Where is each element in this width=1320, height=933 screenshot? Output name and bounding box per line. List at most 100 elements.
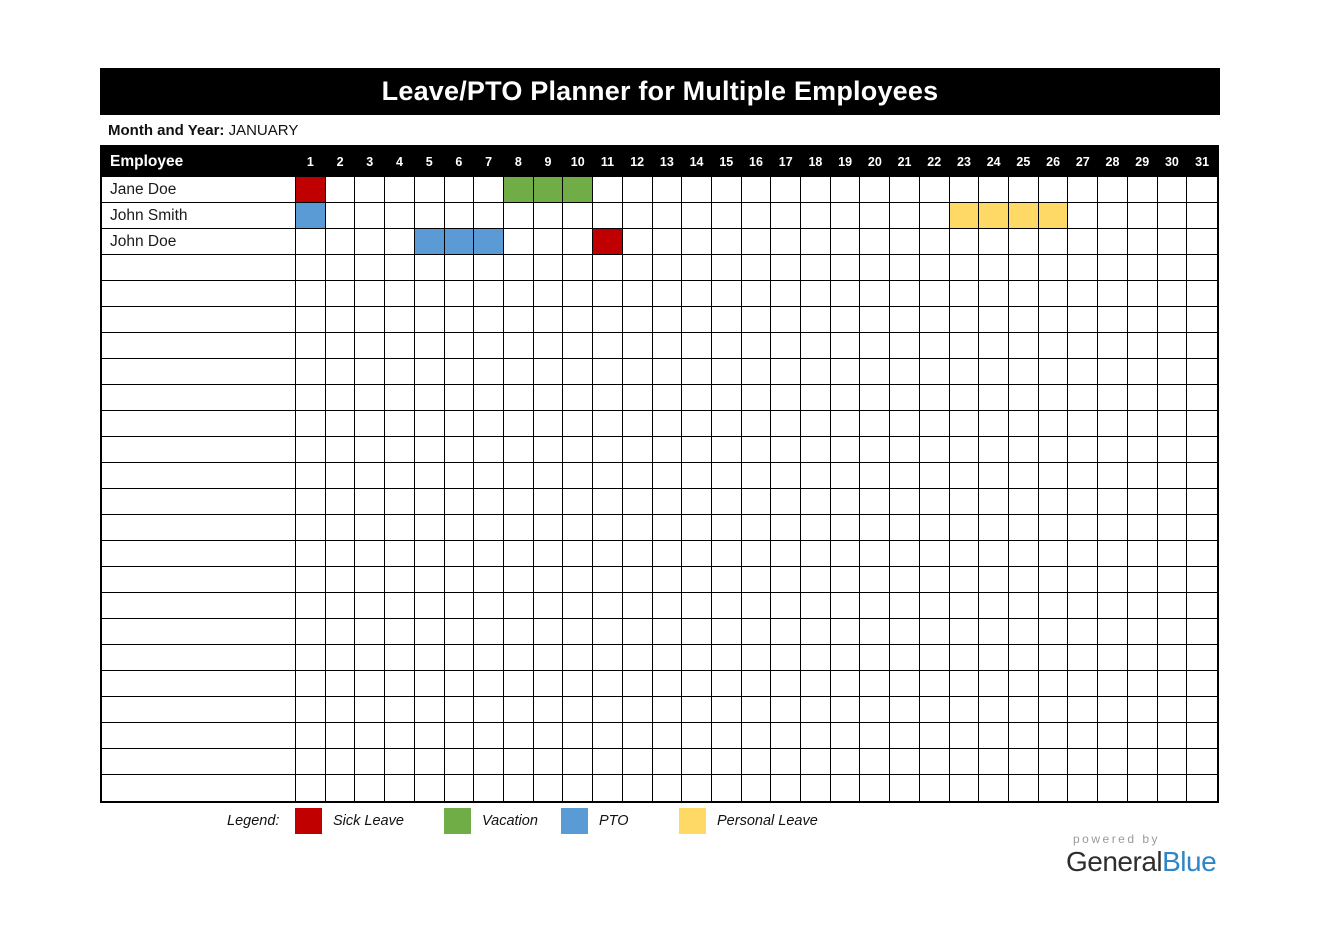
day-cell (919, 619, 950, 645)
table-row (102, 645, 1217, 671)
day-cell (325, 359, 356, 385)
day-cell (1038, 697, 1069, 723)
day-cell (1187, 177, 1217, 203)
day-cell (979, 671, 1010, 697)
day-cell (1009, 515, 1039, 541)
day-cell (652, 489, 683, 515)
day-cell (711, 645, 742, 671)
day-cell (1187, 645, 1217, 671)
day-cell (801, 593, 831, 619)
day-cell (860, 333, 891, 359)
day-cell (503, 229, 534, 255)
day-cell (622, 645, 653, 671)
day-cell (1127, 515, 1158, 541)
day-cell (801, 229, 831, 255)
day-cell (414, 463, 445, 489)
day-cell (503, 645, 534, 671)
day-cell (1187, 671, 1217, 697)
day-cell (771, 489, 802, 515)
day-cell (474, 281, 504, 307)
day-cell (741, 411, 772, 437)
day-cell (1098, 411, 1128, 437)
day-cell (622, 359, 653, 385)
day-cell (1098, 619, 1128, 645)
day-cell (830, 697, 861, 723)
day-cell (1038, 229, 1069, 255)
day-cell (1157, 463, 1188, 489)
day-cell (801, 385, 831, 411)
day-cell (325, 281, 356, 307)
day-cell (444, 619, 475, 645)
day-cell (533, 281, 564, 307)
day-cell (682, 749, 712, 775)
day-cell (682, 359, 712, 385)
day-cell (890, 229, 920, 255)
day-cell (1127, 437, 1158, 463)
day-cell (771, 437, 802, 463)
day-cell (1187, 307, 1217, 333)
day-cell (741, 645, 772, 671)
day-cell (504, 775, 534, 801)
day-cell (1127, 463, 1158, 489)
leave-day-cell (503, 177, 534, 203)
day-cell (355, 697, 386, 723)
day-cell (652, 411, 683, 437)
day-cell (296, 749, 326, 775)
day-cell (622, 203, 653, 229)
day-cell (919, 177, 950, 203)
day-cell (593, 567, 623, 593)
day-cell (979, 593, 1010, 619)
day-cell (622, 177, 653, 203)
day-cell (1038, 281, 1069, 307)
day-cell (1127, 619, 1158, 645)
day-cell (919, 723, 950, 749)
day-cell (355, 385, 386, 411)
day-cell (652, 203, 683, 229)
day-cell (682, 307, 712, 333)
day-cell (741, 697, 772, 723)
day-cell (801, 619, 831, 645)
day-cell (296, 775, 326, 801)
day-cell (593, 697, 623, 723)
day-cell (741, 567, 772, 593)
day-cell (1068, 437, 1099, 463)
day-cell (533, 645, 564, 671)
day-cell (474, 177, 504, 203)
legend-item-vacation: Vacation (444, 808, 538, 834)
day-cell (1187, 697, 1217, 723)
day-cell (474, 359, 504, 385)
day-cell (1009, 645, 1039, 671)
day-cell (503, 697, 534, 723)
day-cell (355, 203, 386, 229)
day-cell (949, 229, 980, 255)
day-cell (652, 593, 683, 619)
day-cell (711, 541, 742, 567)
day-cell (1187, 203, 1217, 229)
day-cell (444, 697, 475, 723)
day-cell (771, 541, 802, 567)
employee-name-cell (102, 437, 296, 463)
day-cell (1157, 281, 1188, 307)
day-cell (919, 489, 950, 515)
day-cell (385, 255, 415, 281)
day-cell (593, 307, 623, 333)
day-cell (711, 489, 742, 515)
day-cell (1127, 645, 1158, 671)
day-cell (1068, 645, 1099, 671)
day-cell (652, 671, 683, 697)
day-cell (652, 229, 683, 255)
day-cell (801, 281, 831, 307)
day-cell (919, 593, 950, 619)
day-cell (741, 749, 772, 775)
day-cell (1038, 723, 1069, 749)
day-cell (890, 645, 920, 671)
day-cell (444, 203, 475, 229)
day-cell (830, 333, 861, 359)
day-cell (742, 775, 772, 801)
day-cell (474, 541, 504, 567)
day-cell (682, 775, 712, 801)
day-cell (355, 775, 386, 801)
day-cell (1127, 749, 1158, 775)
day-cell (325, 645, 356, 671)
day-cell (296, 463, 326, 489)
